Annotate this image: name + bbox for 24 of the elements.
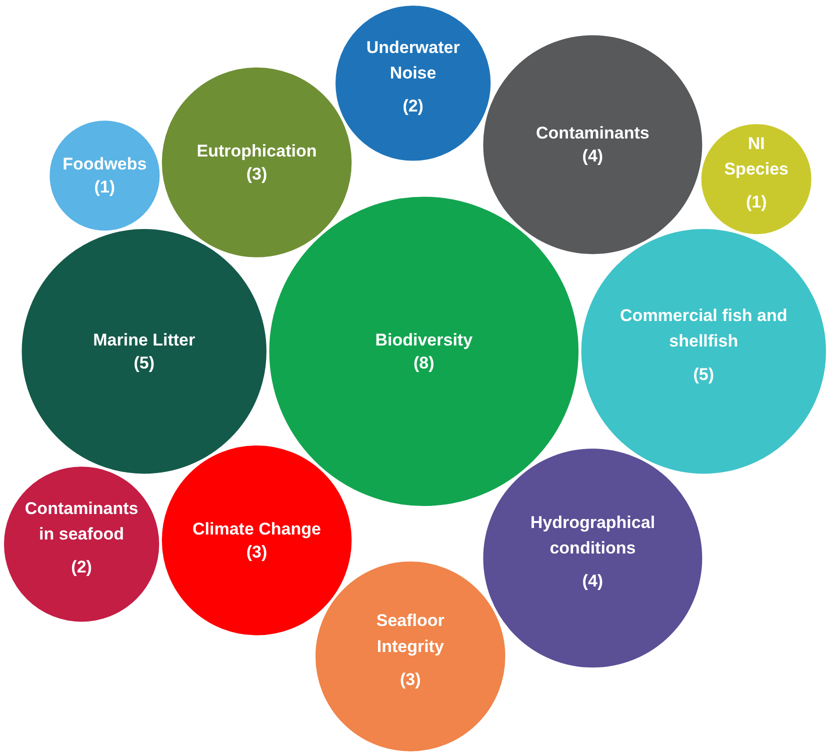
category-label: Marine Litter xyxy=(93,330,196,350)
category-label: Commercial fish and shellfish xyxy=(620,306,788,351)
data-label: (1) xyxy=(746,192,767,212)
data-label: (3) xyxy=(400,670,421,689)
category-label: Biodiversity xyxy=(375,330,474,350)
data-label: (3) xyxy=(246,164,268,184)
data-label: (4) xyxy=(582,572,604,591)
data-label: (2) xyxy=(402,96,424,116)
category-label: Contaminants in seafood xyxy=(24,498,138,544)
data-label: (8) xyxy=(413,353,434,372)
data-label: (5) xyxy=(693,364,714,384)
data-label: (3) xyxy=(246,542,268,562)
category-label: Seafloor Integrity xyxy=(376,611,445,656)
data-label: (5) xyxy=(134,353,155,372)
category-label: NI Species xyxy=(724,134,788,179)
category-label: Eutrophication xyxy=(196,141,317,160)
category-label: Hydrographical conditions xyxy=(530,512,656,558)
category-label: Underwater Noise xyxy=(366,38,460,83)
category-label: Contaminants xyxy=(536,124,650,143)
data-label: (4) xyxy=(582,146,604,166)
data-label: (1) xyxy=(94,178,116,197)
category-label: Climate Change xyxy=(192,519,321,538)
data-label: (2) xyxy=(71,558,92,577)
category-label: Foodwebs xyxy=(62,154,147,174)
